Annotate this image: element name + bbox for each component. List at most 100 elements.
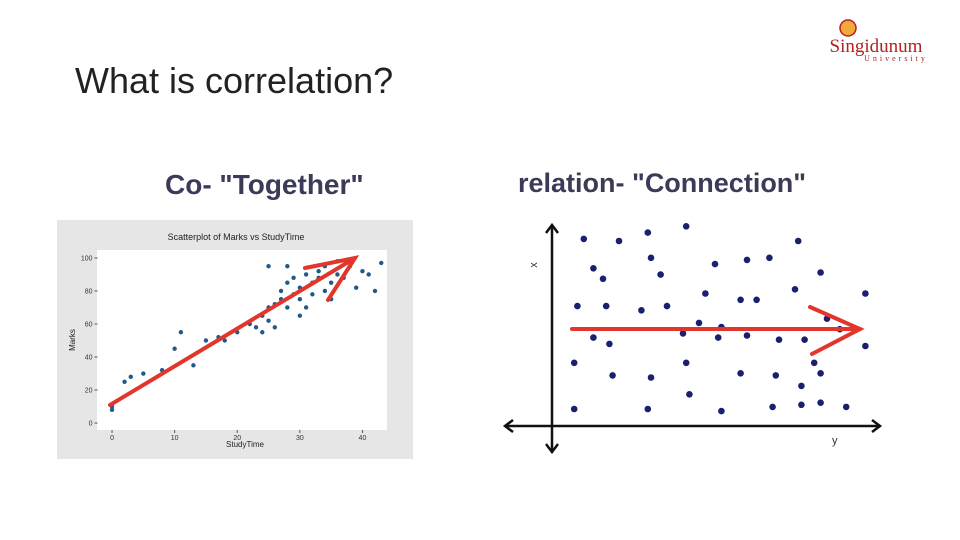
point <box>769 403 776 411</box>
point <box>615 237 623 245</box>
point <box>328 280 334 285</box>
trend-arrow <box>108 256 357 407</box>
point <box>297 313 303 318</box>
point <box>609 372 616 379</box>
point <box>817 399 824 407</box>
point <box>353 285 359 290</box>
y-tick-label: 80 <box>85 288 93 295</box>
y-axis-label: x <box>528 262 540 268</box>
point <box>663 302 671 310</box>
point <box>272 325 278 330</box>
x-tick-label: 0 <box>110 435 114 442</box>
point <box>310 292 315 297</box>
point <box>657 271 664 278</box>
point <box>128 374 134 380</box>
point <box>109 407 115 413</box>
point <box>743 332 751 339</box>
logo-name: Singidunum <box>830 36 923 57</box>
point <box>379 260 384 266</box>
x-tick-label: 10 <box>171 435 179 442</box>
point <box>862 342 869 350</box>
x-tick-label: 30 <box>296 435 304 442</box>
point <box>278 288 284 294</box>
point <box>695 319 703 327</box>
point <box>842 403 850 411</box>
marks: 0 10 20 30 40 0 20 40 60 80 100 <box>81 223 869 442</box>
point <box>266 318 271 323</box>
point <box>737 296 744 304</box>
chart-title: Scatterplot of Marks vs StudyTime <box>168 232 305 242</box>
arrow-head <box>871 419 883 433</box>
arrow-head <box>502 419 514 433</box>
x-tick-label: 40 <box>359 435 367 442</box>
point <box>702 290 709 297</box>
point <box>253 325 259 330</box>
point <box>322 288 328 294</box>
heading: Co- "Together" <box>165 169 364 200</box>
point <box>316 268 321 274</box>
point <box>366 272 371 277</box>
point <box>718 407 725 415</box>
logo-subtitle: University <box>864 54 928 63</box>
point <box>682 359 690 367</box>
point <box>191 363 196 368</box>
point <box>775 336 783 344</box>
y-tick-label: 0 <box>89 421 93 428</box>
annotation-arrows <box>108 255 865 407</box>
point <box>772 372 780 379</box>
point <box>260 330 265 335</box>
arrow-head <box>303 255 360 302</box>
point <box>743 256 751 264</box>
x-axis-label: y <box>832 435 838 447</box>
point <box>303 305 309 310</box>
point <box>679 330 687 337</box>
logo-icon <box>839 19 857 37</box>
point <box>602 302 610 310</box>
point <box>570 405 578 413</box>
point <box>862 290 869 297</box>
point <box>791 286 799 293</box>
point <box>141 371 146 376</box>
y-tick-label: 60 <box>85 321 93 328</box>
point <box>580 235 588 243</box>
point <box>172 346 177 351</box>
point <box>638 307 645 314</box>
point <box>303 272 309 277</box>
point <box>817 269 824 276</box>
axes <box>502 222 883 455</box>
point <box>222 338 227 343</box>
point <box>122 379 127 384</box>
y-tick-label: 40 <box>85 355 93 362</box>
y-tick-label: 100 <box>81 255 93 262</box>
point <box>285 280 290 285</box>
point <box>682 223 690 230</box>
point <box>714 334 722 341</box>
y-axis-label: Marks <box>68 329 77 351</box>
slide-title: What is correlation? <box>75 60 393 101</box>
arrow-head <box>545 222 559 234</box>
point <box>297 297 303 302</box>
point <box>590 334 597 341</box>
point <box>590 265 597 272</box>
heading: relation- "Connection" <box>518 168 806 198</box>
arrow-head <box>808 305 865 356</box>
x-tick-label: 20 <box>233 435 241 442</box>
x-axis-label: StudyTime <box>226 440 264 449</box>
point <box>266 264 271 269</box>
point <box>810 359 818 367</box>
point <box>178 330 184 335</box>
point <box>647 254 655 262</box>
point <box>647 374 655 381</box>
point <box>644 229 652 236</box>
point <box>817 370 824 377</box>
point <box>801 336 808 344</box>
point <box>644 405 652 413</box>
logo: Singidunum University <box>830 19 928 63</box>
y-tick-label: 20 <box>85 388 93 395</box>
point <box>570 359 578 367</box>
point <box>285 264 290 269</box>
point <box>794 237 802 245</box>
point <box>335 272 340 277</box>
point <box>372 288 378 294</box>
point <box>737 370 744 377</box>
